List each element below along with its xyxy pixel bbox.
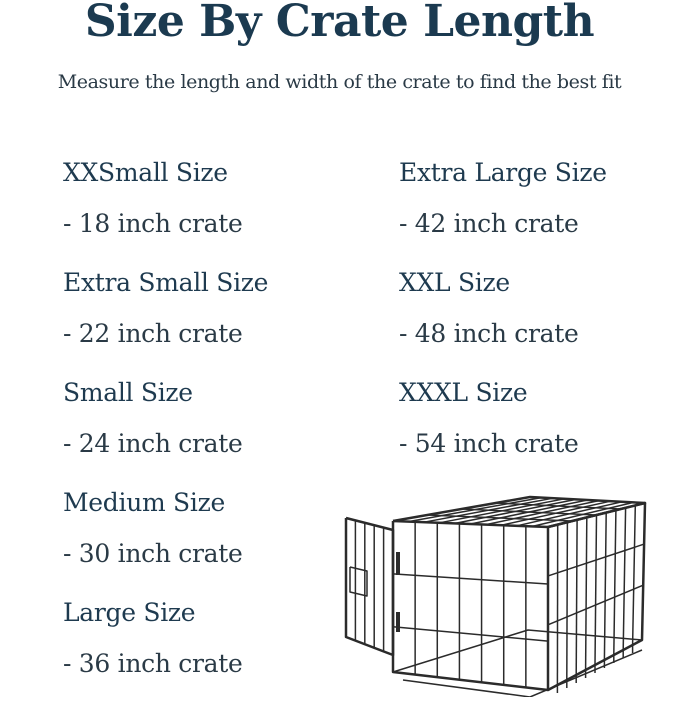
crate-bar <box>633 505 636 645</box>
crate-bar <box>595 515 597 665</box>
crate-door <box>346 518 393 655</box>
crate-bar <box>393 574 548 584</box>
crate-bar <box>576 520 577 675</box>
crate-bar <box>614 510 616 655</box>
crate-bar <box>623 508 625 650</box>
crate-bar <box>604 513 606 660</box>
crate-bar <box>586 517 587 670</box>
crate-bar <box>567 522 568 680</box>
crate-bar <box>393 627 548 641</box>
